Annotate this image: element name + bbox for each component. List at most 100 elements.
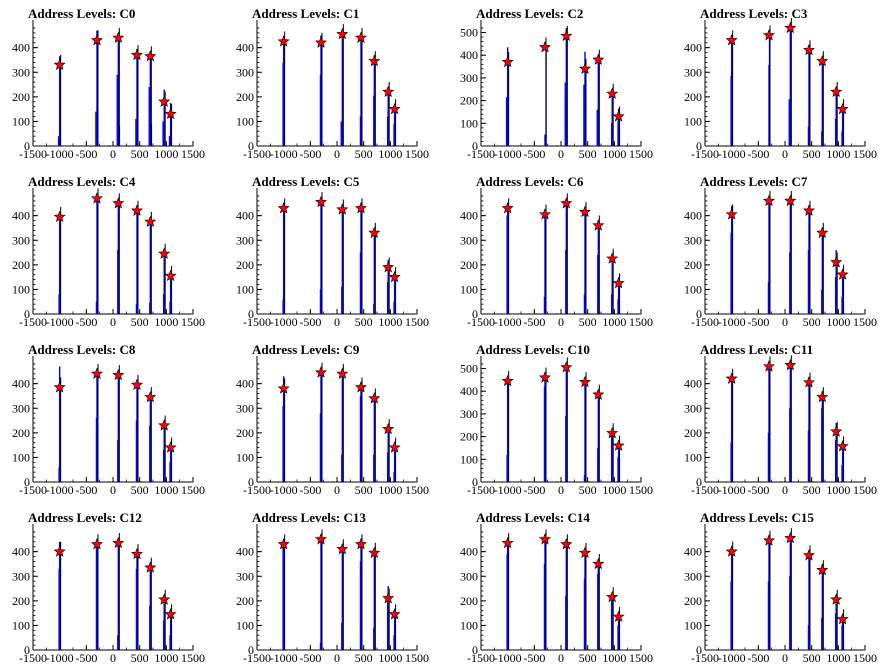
x-tick-label: -1000	[718, 483, 746, 497]
y-tick-label: 400	[460, 209, 478, 223]
histogram-bar	[387, 87, 389, 146]
x-tick-label: 1000	[378, 651, 402, 665]
y-tick-label: 100	[684, 618, 702, 632]
chart-title: Address Levels: C14	[476, 510, 590, 525]
y-tick-label: 200	[460, 430, 478, 444]
x-tick-label: -1000	[494, 483, 522, 497]
histogram-bar	[835, 250, 837, 314]
peak-star-marker	[830, 593, 843, 605]
peak-star-marker	[388, 270, 401, 283]
peak-star-marker	[836, 268, 849, 280]
peak-star-marker	[578, 62, 592, 74]
x-tick-label: 1500	[181, 147, 205, 161]
x-tick-label: 1500	[181, 483, 205, 497]
histogram-bar	[96, 372, 98, 482]
y-tick-label: 200	[236, 594, 254, 608]
histogram-bar	[169, 613, 172, 650]
x-tick-label: 500	[355, 651, 373, 665]
x-tick-label: -500	[523, 147, 545, 161]
histogram-bar	[789, 200, 792, 314]
histogram-bar	[320, 538, 322, 650]
peak-star-marker	[612, 110, 625, 122]
peak-star-marker	[725, 372, 738, 384]
x-tick-label: 0	[334, 315, 340, 329]
peak-star-marker	[382, 85, 395, 98]
histogram-bar	[341, 547, 344, 650]
histogram-bar	[788, 99, 790, 146]
chart-panel: Address Levels: C4 0 100 200 300 400 -1500 -100…	[0, 168, 224, 336]
y-tick-label: 100	[12, 114, 30, 128]
x-tick-label: 1500	[629, 147, 653, 161]
histogram-bar	[282, 541, 285, 650]
histogram-bar	[387, 426, 389, 482]
x-tick-label: -1500	[19, 483, 47, 497]
y-tick-label: 0	[248, 307, 254, 321]
x-tick-label: 500	[579, 483, 597, 497]
x-tick-label: 0	[334, 651, 340, 665]
chart-panel: Address Levels: C11 0 100 200 300 400 -1500 -10…	[672, 336, 896, 504]
x-tick-label: 500	[803, 651, 821, 665]
x-tick-label: 1500	[629, 651, 653, 665]
chart-svg: Address Levels: C9 0 100 200 300 400 -1500-100…	[236, 342, 429, 497]
chart-title: Address Levels: C1	[252, 6, 359, 21]
peak-star-marker	[784, 194, 797, 207]
peak-star-marker	[368, 226, 381, 238]
x-tick-label: 0	[110, 147, 116, 161]
peak-star-marker	[158, 593, 171, 605]
histogram-bar	[96, 541, 98, 650]
y-tick-label: 200	[12, 258, 30, 272]
histogram-bar	[282, 376, 285, 482]
x-tick-label: -500	[523, 483, 545, 497]
chart-panel: Address Levels: C9 0 100 200 300 400 -1500 -100…	[224, 336, 448, 504]
histogram-bar	[96, 30, 98, 146]
peak-star-marker	[830, 425, 843, 437]
x-tick-label: 1000	[602, 483, 626, 497]
y-tick-label: 300	[460, 233, 478, 247]
peak-star-marker	[830, 85, 843, 98]
chart-panel: Address Levels: C8 0 100 200 300 400 -1500 -100…	[0, 336, 224, 504]
chart-title: Address Levels: C0	[28, 6, 135, 21]
x-tick-label: -1000	[718, 315, 746, 329]
x-tick-label: -1500	[243, 483, 271, 497]
histogram-bar	[730, 549, 733, 650]
histogram-bar	[116, 74, 118, 146]
peak-star-marker	[762, 534, 776, 546]
chart-title: Address Levels: C11	[700, 342, 813, 357]
x-tick-label: -1000	[270, 147, 298, 161]
x-tick-label: -1500	[19, 651, 47, 665]
histogram-bar	[341, 208, 344, 314]
x-tick-label: -500	[75, 483, 97, 497]
x-tick-label: 500	[803, 483, 821, 497]
histogram-bar	[506, 377, 509, 482]
x-tick-label: 0	[782, 147, 788, 161]
histogram-bar	[148, 87, 150, 146]
peak-star-marker	[90, 367, 104, 379]
x-tick-label: 0	[558, 483, 564, 497]
peak-star-marker	[112, 197, 125, 209]
x-tick-label: -1500	[243, 147, 271, 161]
histogram-bar	[163, 253, 165, 314]
y-tick-label: 400	[684, 41, 702, 55]
peak-star-marker	[130, 204, 144, 216]
histogram-bar	[373, 231, 376, 314]
peak-star-marker	[592, 219, 605, 231]
y-tick-label: 500	[460, 26, 478, 40]
y-tick-label: 400	[12, 209, 30, 223]
y-tick-label: 0	[696, 307, 702, 321]
x-tick-label: -1000	[46, 483, 74, 497]
histogram-bar	[835, 90, 837, 146]
histogram-bar	[393, 445, 396, 482]
x-tick-label: 1000	[378, 315, 402, 329]
y-tick-label: 100	[236, 282, 254, 296]
chart-panel: Address Levels: C6 0 100 200 300 400 -1500 -100…	[448, 168, 672, 336]
y-tick-label: 200	[236, 426, 254, 440]
peak-star-marker	[578, 375, 592, 388]
histogram-bar	[169, 273, 172, 314]
peak-star-marker	[606, 87, 619, 99]
histogram-bar	[768, 539, 770, 650]
peak-star-marker	[144, 561, 157, 573]
peak-star-marker	[277, 35, 290, 47]
x-tick-label: -500	[747, 651, 769, 665]
y-tick-label: 0	[24, 139, 30, 153]
peak-star-marker	[612, 276, 625, 289]
